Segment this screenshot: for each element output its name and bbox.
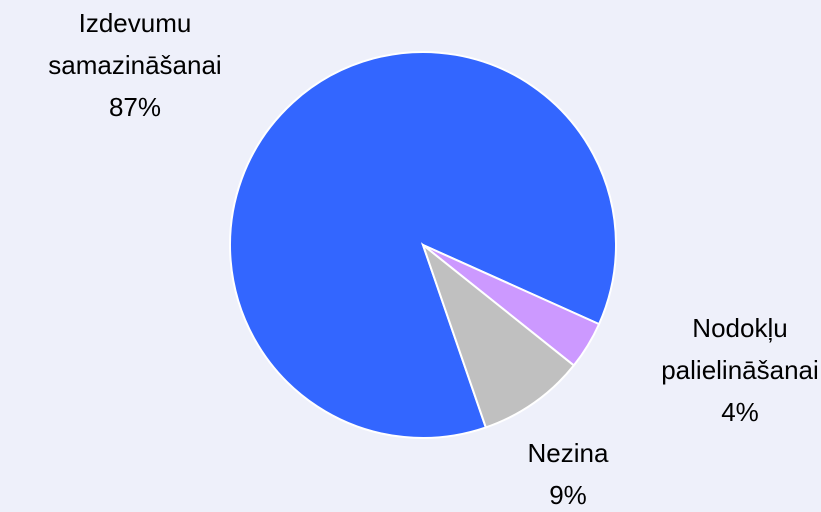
slice-label: Nodokļu palielināšanai: [661, 313, 819, 385]
slice-label: Nezina: [528, 438, 609, 468]
slice-label: Izdevumu samazināšanai: [48, 8, 221, 80]
label-line: Nodokļu: [692, 313, 787, 343]
value-label: 9%: [549, 480, 587, 510]
pie-slice: [420, 242, 576, 429]
value-label: 4%: [721, 397, 759, 427]
value-label: 87%: [109, 92, 161, 122]
label-line: Izdevumu: [79, 8, 192, 38]
label-line: palielināšanai: [661, 355, 819, 385]
label-line: samazināšanai: [48, 50, 221, 80]
label-line: Nezina: [528, 438, 609, 468]
